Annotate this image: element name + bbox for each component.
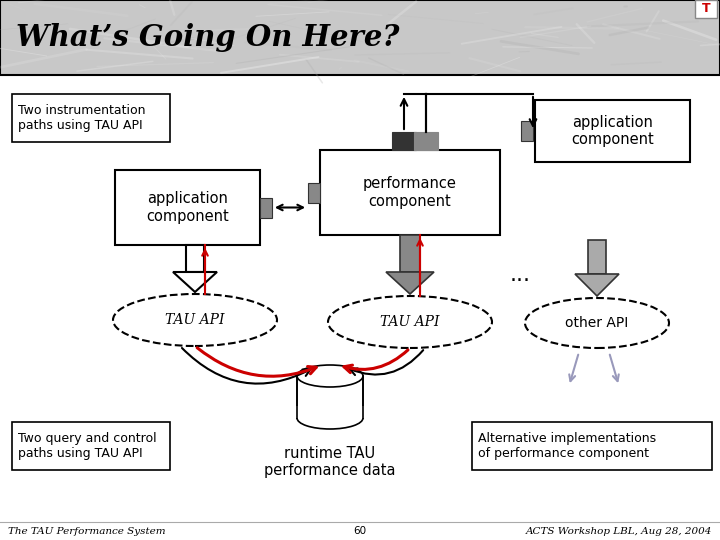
Text: T: T [702,3,711,16]
FancyArrowPatch shape [570,355,578,381]
Bar [296,406,364,418]
Text: TAU API: TAU API [166,313,225,327]
Text: other API: other API [565,316,629,330]
Text: TAU API: TAU API [380,315,440,329]
Bar [695,0,717,18]
FancyArrowPatch shape [344,350,408,373]
Bar [535,100,690,162]
Text: Alternative implementations
of performance component: Alternative implementations of performan… [478,432,656,460]
Bar [472,422,712,470]
Text: What’s Going On Here?: What’s Going On Here? [16,23,400,52]
Polygon shape [173,272,217,292]
Bar [186,245,204,272]
Polygon shape [575,274,619,296]
Bar [12,94,170,142]
Ellipse shape [525,298,669,348]
Bar [12,422,170,470]
Text: application
component: application component [146,191,229,224]
Ellipse shape [297,407,363,429]
Text: application
component: application component [571,115,654,147]
FancyArrowPatch shape [610,355,618,381]
Text: runtime TAU
performance data: runtime TAU performance data [264,446,396,478]
Bar [308,183,320,202]
FancyArrowPatch shape [350,350,423,375]
FancyArrowPatch shape [182,348,310,383]
Ellipse shape [328,296,492,348]
Ellipse shape [297,365,363,387]
Bar [521,121,533,141]
Bar [297,376,363,418]
Ellipse shape [113,294,277,346]
Text: ...: ... [510,265,531,285]
Polygon shape [386,272,434,294]
FancyArrowPatch shape [197,348,316,376]
Text: ACTS Workshop LBL, Aug 28, 2004: ACTS Workshop LBL, Aug 28, 2004 [526,526,712,536]
Text: performance
component: performance component [363,176,457,208]
Bar [320,150,500,235]
Text: Two query and control
paths using TAU API: Two query and control paths using TAU AP… [18,432,157,460]
Bar [115,170,260,245]
Bar [588,240,606,274]
Bar [414,132,438,150]
Text: 60: 60 [354,526,366,536]
Text: Two instrumentation
paths using TAU API: Two instrumentation paths using TAU API [18,104,145,132]
Bar [392,132,416,150]
Bar [400,235,420,272]
Text: The TAU Performance System: The TAU Performance System [8,526,166,536]
Bar [0,0,720,75]
Bar [260,198,272,218]
